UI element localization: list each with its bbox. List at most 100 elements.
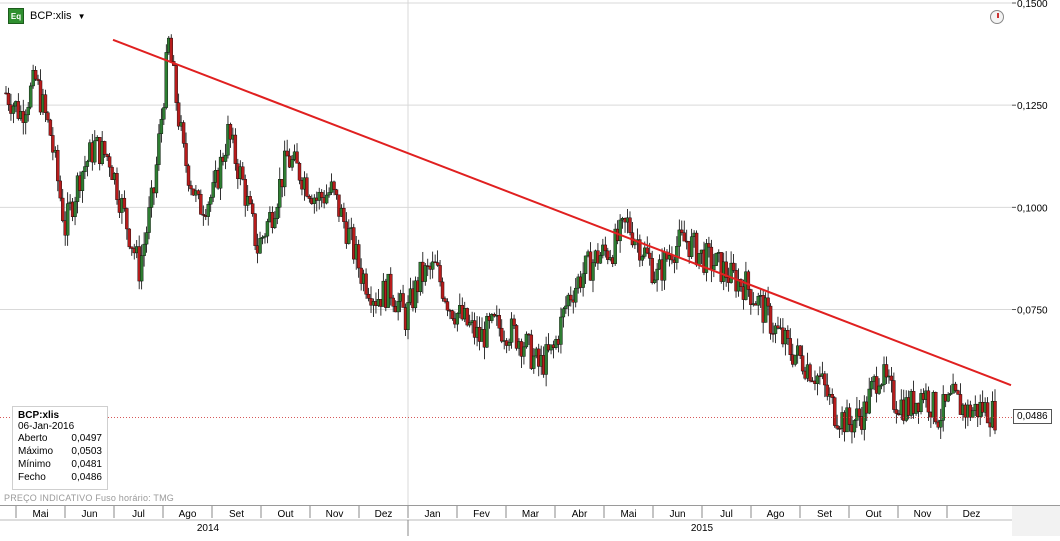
- x-tick-label: Fev: [473, 509, 490, 520]
- candle-body: [919, 393, 923, 413]
- candle-body: [443, 298, 447, 302]
- x-tick-label: Jun: [669, 509, 685, 520]
- symbol-header[interactable]: Eq BCP:xlis ▼: [8, 8, 85, 24]
- chart-plot-area[interactable]: [0, 0, 1013, 505]
- candle-body: [127, 228, 132, 248]
- x-year-label: 2015: [691, 523, 714, 534]
- x-tick-label: Out: [865, 509, 881, 520]
- candle-body: [196, 190, 201, 195]
- candle-body: [356, 244, 361, 269]
- candle-body: [680, 229, 684, 233]
- candle-body: [867, 388, 871, 414]
- candle-body: [130, 246, 134, 249]
- candle-body: [174, 65, 178, 103]
- candle-body: [455, 313, 460, 325]
- x-tick-label: Jan: [424, 509, 440, 520]
- candle-body: [638, 239, 642, 261]
- candle-body: [209, 197, 213, 205]
- candle-body: [731, 262, 736, 271]
- candle-body: [122, 197, 127, 209]
- x-tick-label: Nov: [914, 509, 932, 520]
- candle-body: [958, 394, 963, 415]
- candle-body: [61, 197, 65, 221]
- candle-body: [73, 201, 77, 217]
- candle-body: [798, 345, 802, 356]
- candle-body: [714, 252, 719, 266]
- candle-body: [243, 179, 247, 206]
- candle-body: [583, 255, 588, 274]
- x-tick-label: Jul: [720, 509, 733, 520]
- candle-body: [48, 119, 53, 136]
- candle-body: [763, 297, 768, 323]
- candle-body: [253, 213, 257, 246]
- candle-body: [771, 333, 775, 335]
- candle-body: [934, 392, 938, 423]
- candle-body: [258, 238, 262, 254]
- candle-body: [154, 164, 159, 194]
- candle-body: [169, 37, 173, 62]
- candle-body: [319, 191, 324, 198]
- candle-body: [295, 151, 299, 164]
- clock-icon[interactable]: [990, 10, 1004, 24]
- candle-body: [467, 322, 472, 326]
- candle-body: [423, 265, 427, 282]
- candle-body: [85, 161, 90, 167]
- candle-body: [739, 279, 743, 287]
- info-row-high: Máximo 0,0503: [18, 446, 102, 457]
- candle-body: [766, 297, 770, 307]
- candle-body: [248, 196, 252, 204]
- x-tick-label: Dez: [375, 509, 393, 520]
- candle-body: [793, 354, 797, 365]
- candle-body: [648, 252, 652, 259]
- y-tick-label: 0,1500: [1017, 0, 1048, 10]
- candle-body: [564, 305, 568, 309]
- candle-body: [391, 297, 395, 307]
- candle-body: [396, 301, 400, 313]
- x-tick-label: Jul: [132, 509, 145, 520]
- candle-body: [26, 106, 30, 116]
- candle-body: [275, 206, 279, 220]
- candle-body: [189, 185, 193, 190]
- candle-body: [746, 271, 751, 290]
- candle-body: [223, 154, 228, 162]
- candle-body: [497, 315, 501, 329]
- info-row-low: Mínimo 0,0481: [18, 459, 102, 470]
- x-tick-label: Mar: [522, 509, 540, 520]
- symbol-label[interactable]: BCP:xlis: [30, 10, 72, 22]
- candle-body: [800, 355, 805, 372]
- candle-body: [704, 243, 709, 273]
- candle-body: [724, 261, 728, 278]
- candle-body: [115, 173, 119, 200]
- candle-body: [305, 177, 309, 197]
- candle-body: [206, 204, 210, 217]
- candle-body: [939, 420, 943, 428]
- candle-body: [233, 134, 238, 164]
- candle-body: [413, 280, 418, 309]
- candle-body: [144, 232, 149, 245]
- candle-body: [677, 229, 682, 247]
- candle-body: [337, 194, 341, 217]
- candle-body: [948, 393, 953, 395]
- candle-body: [157, 133, 161, 165]
- candle-body: [788, 338, 792, 355]
- candle-body: [24, 114, 28, 123]
- candle-body: [682, 232, 686, 242]
- price-chart[interactable]: [0, 0, 1012, 505]
- candle-body: [102, 141, 107, 155]
- candle-body: [815, 375, 820, 384]
- candle-body: [366, 294, 371, 299]
- candle-body: [823, 373, 827, 386]
- candle-body: [307, 196, 312, 199]
- chevron-down-icon[interactable]: ▼: [77, 11, 86, 21]
- x-tick-label: Mai: [620, 509, 636, 520]
- candle-body: [199, 194, 203, 215]
- candle-body: [852, 420, 857, 433]
- candle-body: [532, 355, 536, 369]
- candle-body: [342, 207, 346, 222]
- x-tick-label: Ago: [179, 509, 197, 520]
- candle-body: [874, 376, 879, 394]
- candle-body: [835, 425, 839, 429]
- candle-body: [327, 192, 331, 196]
- candle-body: [598, 255, 603, 264]
- candle-body: [250, 203, 255, 214]
